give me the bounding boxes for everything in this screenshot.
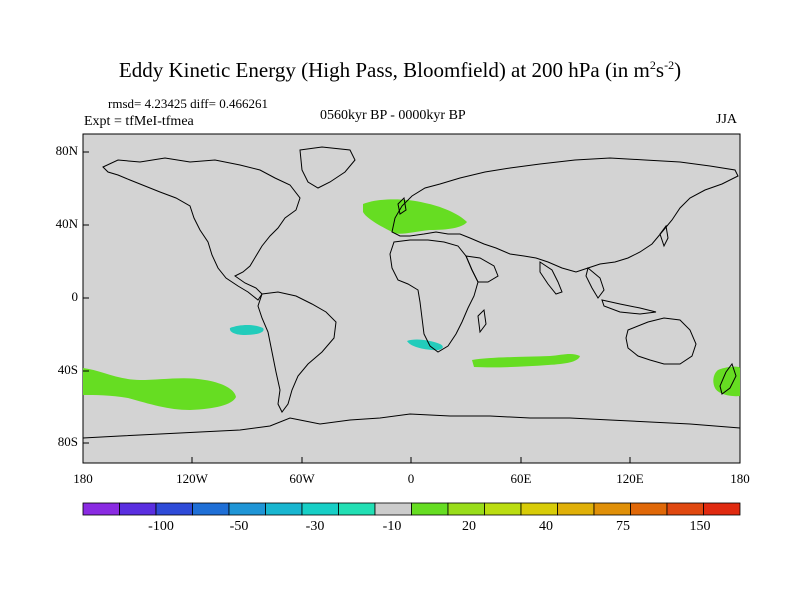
ytick-80s: 80S bbox=[57, 434, 78, 449]
coast-north-america bbox=[102, 157, 301, 301]
coast-india bbox=[539, 261, 563, 295]
coast-antarctica bbox=[82, 413, 741, 439]
xtick-0: 0 bbox=[407, 471, 415, 486]
coast-uk bbox=[397, 196, 407, 215]
xtick-180e: 180 bbox=[730, 471, 750, 486]
colorbar-swatch-2 bbox=[155, 502, 193, 516]
colorbar-label-40: 40 bbox=[539, 519, 553, 534]
ytick-40n: 40N bbox=[55, 216, 78, 231]
coast-south-america bbox=[257, 291, 337, 413]
colorbar-swatch-5 bbox=[265, 502, 303, 516]
anomaly-south-indian-ocean bbox=[472, 353, 580, 368]
experiment-label: Expt = tfMeI-tfmea bbox=[84, 114, 194, 129]
stats-text: rmsd= 4.23425 diff= 0.466261 bbox=[108, 96, 268, 111]
anomaly-south-atlantic bbox=[407, 339, 443, 351]
axis-ticks bbox=[82, 151, 741, 463]
colorbar-label-75: 75 bbox=[616, 519, 630, 534]
anomaly-new-zealand bbox=[713, 366, 740, 397]
ytick-0: 0 bbox=[71, 289, 79, 304]
colorbar-swatch-13 bbox=[557, 502, 595, 516]
colorbar-label-20: 20 bbox=[462, 519, 476, 534]
colorbar-swatch-16 bbox=[666, 502, 704, 516]
title-unit-sup2: -2 bbox=[664, 58, 675, 72]
colorbar bbox=[82, 502, 741, 516]
coast-se-asia bbox=[585, 267, 605, 299]
anomaly-southeast-pacific bbox=[229, 325, 264, 335]
period-label: 0560kyr BP - 0000kyr BP bbox=[320, 108, 466, 123]
colorbar-label-neg10: -10 bbox=[382, 519, 402, 534]
colorbar-swatch-15 bbox=[630, 502, 668, 516]
ytick-40s: 40S bbox=[57, 362, 78, 377]
colorbar-swatch-7 bbox=[338, 502, 376, 516]
title-close: ) bbox=[674, 58, 682, 82]
coast-madagascar bbox=[477, 308, 487, 334]
coast-indonesia bbox=[601, 299, 657, 315]
colorbar-label-neg30: -30 bbox=[305, 519, 325, 534]
chart-title: Eddy Kinetic Energy (High Pass, Bloomfie… bbox=[0, 58, 800, 83]
colorbar-swatch-0 bbox=[82, 502, 120, 516]
xtick-60e: 60E bbox=[510, 471, 532, 486]
coast-japan bbox=[659, 224, 669, 248]
title-unit-sup1: 2 bbox=[649, 58, 656, 72]
xtick-120e: 120E bbox=[616, 471, 644, 486]
title-text: Eddy Kinetic Energy (High Pass, Bloomfie… bbox=[118, 58, 650, 82]
colorbar-swatch-8 bbox=[374, 502, 412, 516]
anomaly-south-pacific bbox=[83, 368, 236, 410]
colorbar-label-neg100: -100 bbox=[148, 519, 174, 534]
colorbar-swatch-17 bbox=[703, 502, 741, 516]
coast-australia bbox=[625, 317, 697, 365]
colorbar-swatch-9 bbox=[411, 502, 449, 516]
ytick-80n: 80N bbox=[55, 143, 78, 158]
season-label: JJA bbox=[716, 112, 738, 127]
colorbar-swatch-4 bbox=[228, 502, 266, 516]
xtick-60w: 60W bbox=[289, 471, 315, 486]
xtick-180w: 180 bbox=[73, 471, 93, 486]
colorbar-swatch-14 bbox=[593, 502, 631, 516]
coast-greenland bbox=[299, 146, 356, 189]
colorbar-swatch-11 bbox=[484, 502, 522, 516]
coast-new-zealand bbox=[719, 362, 737, 395]
colorbar-swatch-1 bbox=[119, 502, 157, 516]
coast-africa bbox=[389, 239, 479, 353]
colorbar-swatch-3 bbox=[192, 502, 230, 516]
anomaly-europe bbox=[363, 199, 467, 234]
xtick-120w: 120W bbox=[176, 471, 208, 486]
title-unit-s: s bbox=[655, 58, 665, 82]
colorbar-swatch-12 bbox=[520, 502, 558, 516]
colorbar-swatch-6 bbox=[301, 502, 339, 516]
coast-arabia bbox=[465, 255, 499, 283]
coastlines bbox=[82, 146, 741, 439]
colorbar-label-neg50: -50 bbox=[229, 519, 249, 534]
colorbar-label-150: 150 bbox=[689, 519, 711, 534]
colorbar-swatch-10 bbox=[447, 502, 485, 516]
